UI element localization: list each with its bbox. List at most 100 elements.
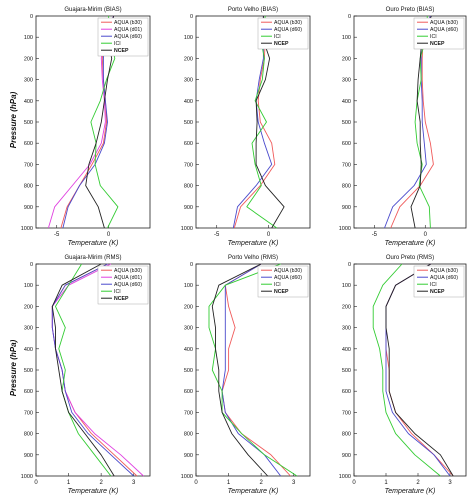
- y-tick-label: 600: [24, 141, 33, 147]
- y-tick-label: 100: [24, 35, 33, 41]
- series-line-ici: [372, 263, 441, 477]
- legend-entry-ncep: NCEP: [114, 296, 129, 302]
- x-tick-label: -5: [372, 232, 378, 238]
- legend-entry-aqua-b30: AQUA (b30): [430, 268, 458, 274]
- y-tick-label: 200: [342, 304, 351, 310]
- y-tick-label: 100: [342, 283, 351, 289]
- x-tick-label: 3: [132, 480, 136, 486]
- y-tick-label: 500: [24, 120, 33, 126]
- legend-entry-aqua-d60: AQUA (d60): [274, 27, 302, 33]
- y-tick-label: 800: [184, 184, 193, 190]
- y-tick-label: 900: [24, 205, 33, 211]
- legend-box: [257, 17, 309, 50]
- legend-entry-aqua-b30: AQUA (b30): [114, 20, 142, 26]
- chart-title: Porto Velho (RMS): [228, 255, 278, 261]
- legend-entry-ici: ICI: [430, 34, 437, 40]
- x-tick-label: 0: [34, 480, 38, 486]
- y-tick-label: 800: [184, 432, 193, 438]
- x-axis-label: Temperature (K): [68, 240, 119, 247]
- y-tick-label: 500: [184, 120, 193, 126]
- legend-box: [97, 17, 149, 57]
- legend-entry-ncep: NCEP: [430, 41, 445, 47]
- y-tick-label: 200: [342, 56, 351, 62]
- legend-entry-aqua-b30: AQUA (b30): [114, 268, 142, 274]
- y-tick-label: 800: [342, 432, 351, 438]
- y-tick-label: 1000: [339, 226, 351, 232]
- series-line-aqua-d60: [51, 263, 135, 477]
- series-line-ncep: [211, 263, 269, 477]
- x-tick-label: 2: [416, 480, 420, 486]
- y-tick-label: 0: [190, 14, 193, 20]
- plot-frame: [353, 15, 467, 229]
- y-tick-label: 300: [184, 326, 193, 332]
- legend-box: [413, 265, 465, 298]
- x-tick-label: 3: [292, 480, 296, 486]
- y-tick-label: 700: [342, 410, 351, 416]
- series-line-ncep: [385, 263, 454, 477]
- legend-entry-aqua-d01: AQUA (d01): [114, 275, 142, 281]
- x-tick-label: 0: [424, 232, 428, 238]
- y-tick-label: 100: [24, 283, 33, 289]
- y-tick-label: 700: [24, 410, 33, 416]
- legend-entry-ici: ICI: [114, 289, 121, 295]
- x-tick-label: 1: [227, 480, 231, 486]
- chart-title: Ouro Preto (RMS): [386, 255, 434, 261]
- y-tick-label: 500: [24, 368, 33, 374]
- y-tick-label: 0: [348, 14, 351, 20]
- chart-panel-1: Guajara-Mirim (BIAS) 0 100 200 300 400 500 600 7…: [21, 7, 151, 247]
- x-axis-label: Temperature (K): [228, 240, 279, 247]
- x-tick-label: -5: [214, 232, 220, 238]
- y-tick-label: 400: [24, 99, 33, 105]
- y-tick-label: 900: [184, 205, 193, 211]
- y-tick-label: 200: [24, 304, 33, 310]
- y-tick-label: 300: [342, 326, 351, 332]
- y-tick-label: 200: [184, 304, 193, 310]
- chart-title: Guajara-Mirim (RMS): [65, 255, 122, 261]
- x-axis-label: Temperature (K): [68, 488, 119, 495]
- legend-entry-ici: ICI: [274, 282, 281, 288]
- y-tick-label: 1000: [21, 474, 33, 480]
- chart-panel-6: Ouro Preto (RMS) 0 100 200 300 400 500 600 700 80…: [339, 255, 467, 495]
- y-tick-label: 800: [24, 432, 33, 438]
- legend-entry-ncep: NCEP: [114, 48, 129, 54]
- y-tick-label: 500: [342, 120, 351, 126]
- x-axis-label: Temperature (K): [385, 240, 436, 247]
- x-tick-label: -5: [54, 232, 60, 238]
- y-tick-label: 900: [342, 205, 351, 211]
- y-tick-label: 400: [24, 347, 33, 353]
- y-tick-label: 0: [348, 262, 351, 268]
- x-tick-label: 1: [384, 480, 388, 486]
- x-tick-label: 0: [352, 480, 356, 486]
- y-tick-label: 1000: [339, 474, 351, 480]
- y-tick-label: 100: [184, 35, 193, 41]
- series-line-ici: [55, 263, 112, 477]
- chart-panel-4: Guajara-Mirim (RMS) 0 100 200 300 400 500 600 70…: [21, 255, 151, 495]
- legend-entry-aqua-b30: AQUA (b30): [430, 20, 458, 26]
- y-tick-label: 400: [184, 347, 193, 353]
- x-tick-label: 0: [267, 232, 271, 238]
- series-line-ncep: [410, 15, 432, 229]
- legend-box: [257, 265, 309, 298]
- legend-entry-aqua-d60: AQUA (d60): [114, 282, 142, 288]
- series-line-ici: [414, 15, 431, 229]
- legend-entry-aqua-d60: AQUA (d60): [274, 275, 302, 281]
- y-tick-label: 700: [342, 162, 351, 168]
- y-tick-label: 1000: [181, 474, 193, 480]
- y-tick-label: 0: [30, 14, 33, 20]
- y-tick-label: 600: [24, 389, 33, 395]
- y-tick-label: 600: [184, 141, 193, 147]
- y-tick-label: 400: [184, 99, 193, 105]
- y-tick-label: 900: [24, 453, 33, 459]
- y-tick-label: 300: [184, 78, 193, 84]
- legend-entry-ncep: NCEP: [430, 289, 445, 295]
- y-tick-label: 200: [184, 56, 193, 62]
- series-line-ncep: [51, 263, 115, 477]
- legend-entry-aqua-d60: AQUA (d60): [430, 275, 458, 281]
- legend-entry-ici: ICI: [114, 41, 121, 47]
- x-axis-label: Temperature (K): [228, 488, 279, 495]
- y-tick-label: 600: [342, 389, 351, 395]
